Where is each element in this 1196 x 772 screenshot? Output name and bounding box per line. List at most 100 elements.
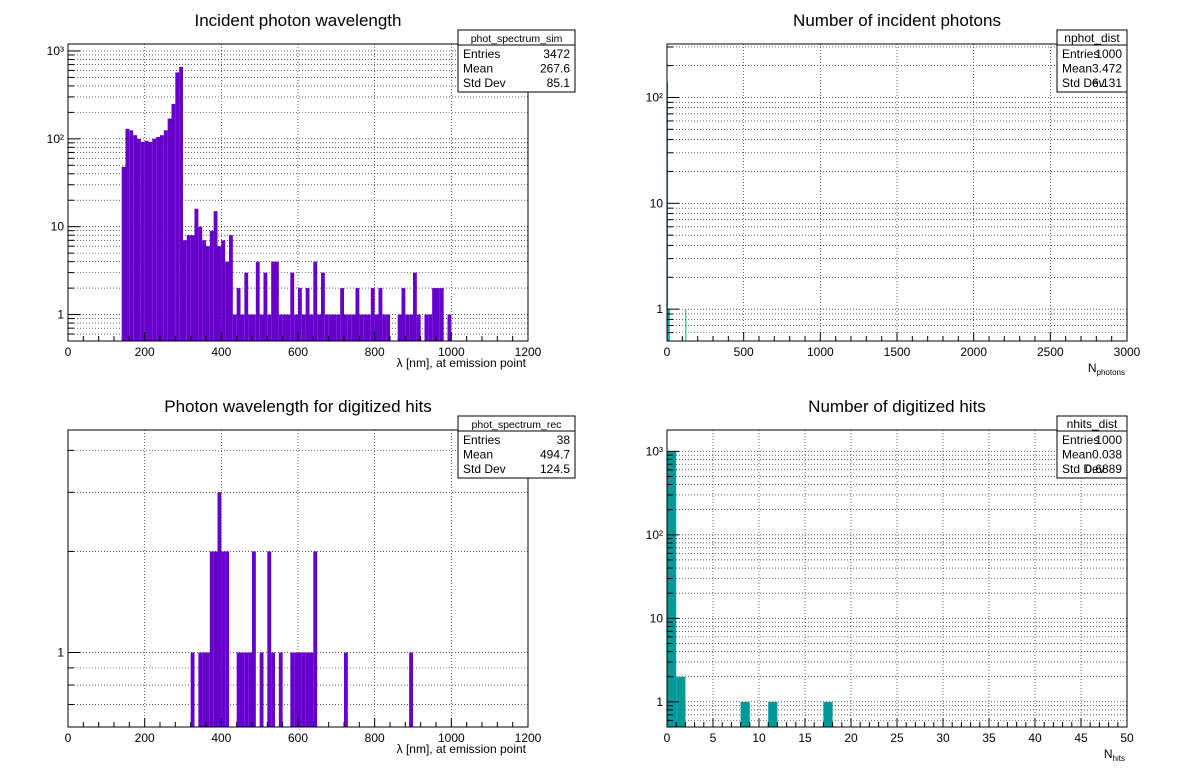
histogram-bar: [267, 314, 272, 341]
stats-box-name: phot_spectrum_rec: [472, 419, 562, 431]
histogram-bar: [313, 261, 318, 341]
y-tick-label: 10²: [47, 132, 64, 146]
stats-box: phot_spectrum_sim Entries 3472 Mean 267.6 Std…: [457, 29, 576, 93]
x-tick-label: 1000: [438, 345, 465, 359]
histogram-bar: [213, 211, 218, 341]
histogram-bar: [221, 551, 226, 727]
histogram-bar: [447, 314, 452, 341]
x-tick-label: 0: [65, 731, 72, 745]
y-tick-label: 1: [656, 302, 663, 316]
x-axis-label-subscript: hits: [1113, 754, 1125, 763]
histogram-bar: [167, 118, 172, 341]
y-tick-label: 10³: [47, 44, 64, 58]
stats-row-value: 124.5: [540, 462, 570, 476]
histogram-bar: [160, 135, 164, 341]
histogram-bar: [363, 314, 367, 341]
stats-row-label: Std Dev: [463, 462, 506, 476]
x-tick-label: 15: [798, 731, 812, 745]
stats-row-value: 1000: [1095, 47, 1122, 61]
histogram-bar: [439, 288, 444, 341]
y-tick-label: 10²: [646, 90, 663, 104]
histogram-bar: [217, 492, 222, 727]
histogram-bar: [229, 235, 233, 341]
histogram-bar: [436, 288, 440, 341]
stats-row-label: Mean: [1062, 62, 1092, 76]
histogram-panel-4: Number of digitized hits 0 5 10 15 20 25 30 35 40…: [646, 397, 1134, 763]
histogram-bar: [225, 551, 229, 727]
histogram-bar: [676, 676, 686, 727]
x-tick-label: 45: [1074, 731, 1088, 745]
stats-row-value: 0.038: [1092, 448, 1122, 462]
histogram-bar: [685, 309, 687, 341]
stats-box-name: nhits_dist: [1067, 417, 1118, 431]
chart-title: Number of incident photons: [793, 11, 1001, 30]
stats-row-label: Entries: [463, 47, 500, 61]
histogram-bar: [163, 130, 168, 341]
stats-box-name: nphot_dist: [1064, 31, 1120, 45]
stats-row-label: Entries: [463, 433, 500, 447]
stats-row-value: 267.6: [540, 62, 570, 76]
histogram-bar: [667, 451, 677, 727]
histogram-bar: [183, 240, 187, 341]
x-tick-label: 400: [211, 345, 231, 359]
x-axis-label-main: N: [1104, 747, 1113, 761]
x-axis-label-main: N: [1088, 361, 1097, 375]
histogram-bar: [768, 701, 778, 727]
histogram-bar: [386, 314, 390, 341]
stats-row-label: Std Dev: [463, 76, 506, 90]
histogram-bar: [282, 314, 287, 341]
histogram-bar: [428, 314, 433, 341]
histogram-bar: [378, 288, 383, 341]
histogram-bar: [382, 314, 387, 341]
x-tick-label: 30: [936, 731, 950, 745]
stats-row-value: 3472: [543, 47, 570, 61]
chart-title: Incident photon wavelength: [195, 11, 402, 30]
histogram-bar: [313, 551, 318, 727]
histogram-panel-1: Incident photon wavelength 0 200 400 600 800 1…: [47, 11, 576, 370]
histogram-bar: [355, 288, 360, 341]
x-tick-label: 0: [65, 345, 72, 359]
histogram-bar: [144, 140, 149, 341]
x-tick-label: 2500: [1037, 345, 1064, 359]
histogram-bar: [236, 288, 241, 341]
stats-row-value: 494.7: [540, 448, 570, 462]
x-axis-label-subscript: photons: [1097, 368, 1125, 377]
histogram-bar: [740, 701, 750, 727]
stats-row-value: 85.1: [547, 76, 571, 90]
histogram-panel-3: Photon wavelength for digitized hits 0 200…: [57, 397, 576, 756]
x-tick-label: 20: [844, 731, 858, 745]
histogram-bar: [321, 272, 325, 341]
histogram-bar: [175, 72, 180, 341]
x-tick-label: 25: [890, 731, 904, 745]
stats-row-label: Mean: [463, 448, 493, 462]
histogram-bar: [344, 314, 348, 341]
x-tick-label: 800: [365, 731, 385, 745]
histogram-bar: [416, 314, 421, 341]
histogram-bar: [240, 314, 245, 341]
x-tick-label: 35: [982, 731, 996, 745]
histogram-bar: [202, 240, 206, 341]
histogram-bar: [221, 240, 226, 341]
y-axis-ticks: [667, 46, 679, 342]
histogram-bar: [140, 142, 145, 341]
histogram-bar: [198, 226, 203, 341]
x-tick-label: 50: [1120, 731, 1134, 745]
x-tick-label: 40: [1028, 731, 1042, 745]
histogram-bar: [194, 208, 199, 341]
x-axis-ticks: [67, 718, 529, 727]
histogram-bars: [121, 66, 452, 341]
histogram-bar: [340, 288, 344, 341]
histogram-bar: [305, 288, 310, 341]
chart-title: Number of digitized hits: [808, 397, 986, 416]
histogram-bar: [432, 288, 436, 341]
histogram-bar: [309, 652, 314, 727]
histogram-bar: [248, 314, 252, 341]
histogram-bars: [190, 492, 413, 727]
x-tick-label: 1000: [438, 731, 465, 745]
histogram-bar: [359, 314, 364, 341]
y-tick-label: 10: [51, 220, 65, 234]
y-axis-ticks: [667, 450, 679, 728]
histogram-bar: [240, 652, 245, 727]
histogram-bar: [190, 652, 195, 727]
